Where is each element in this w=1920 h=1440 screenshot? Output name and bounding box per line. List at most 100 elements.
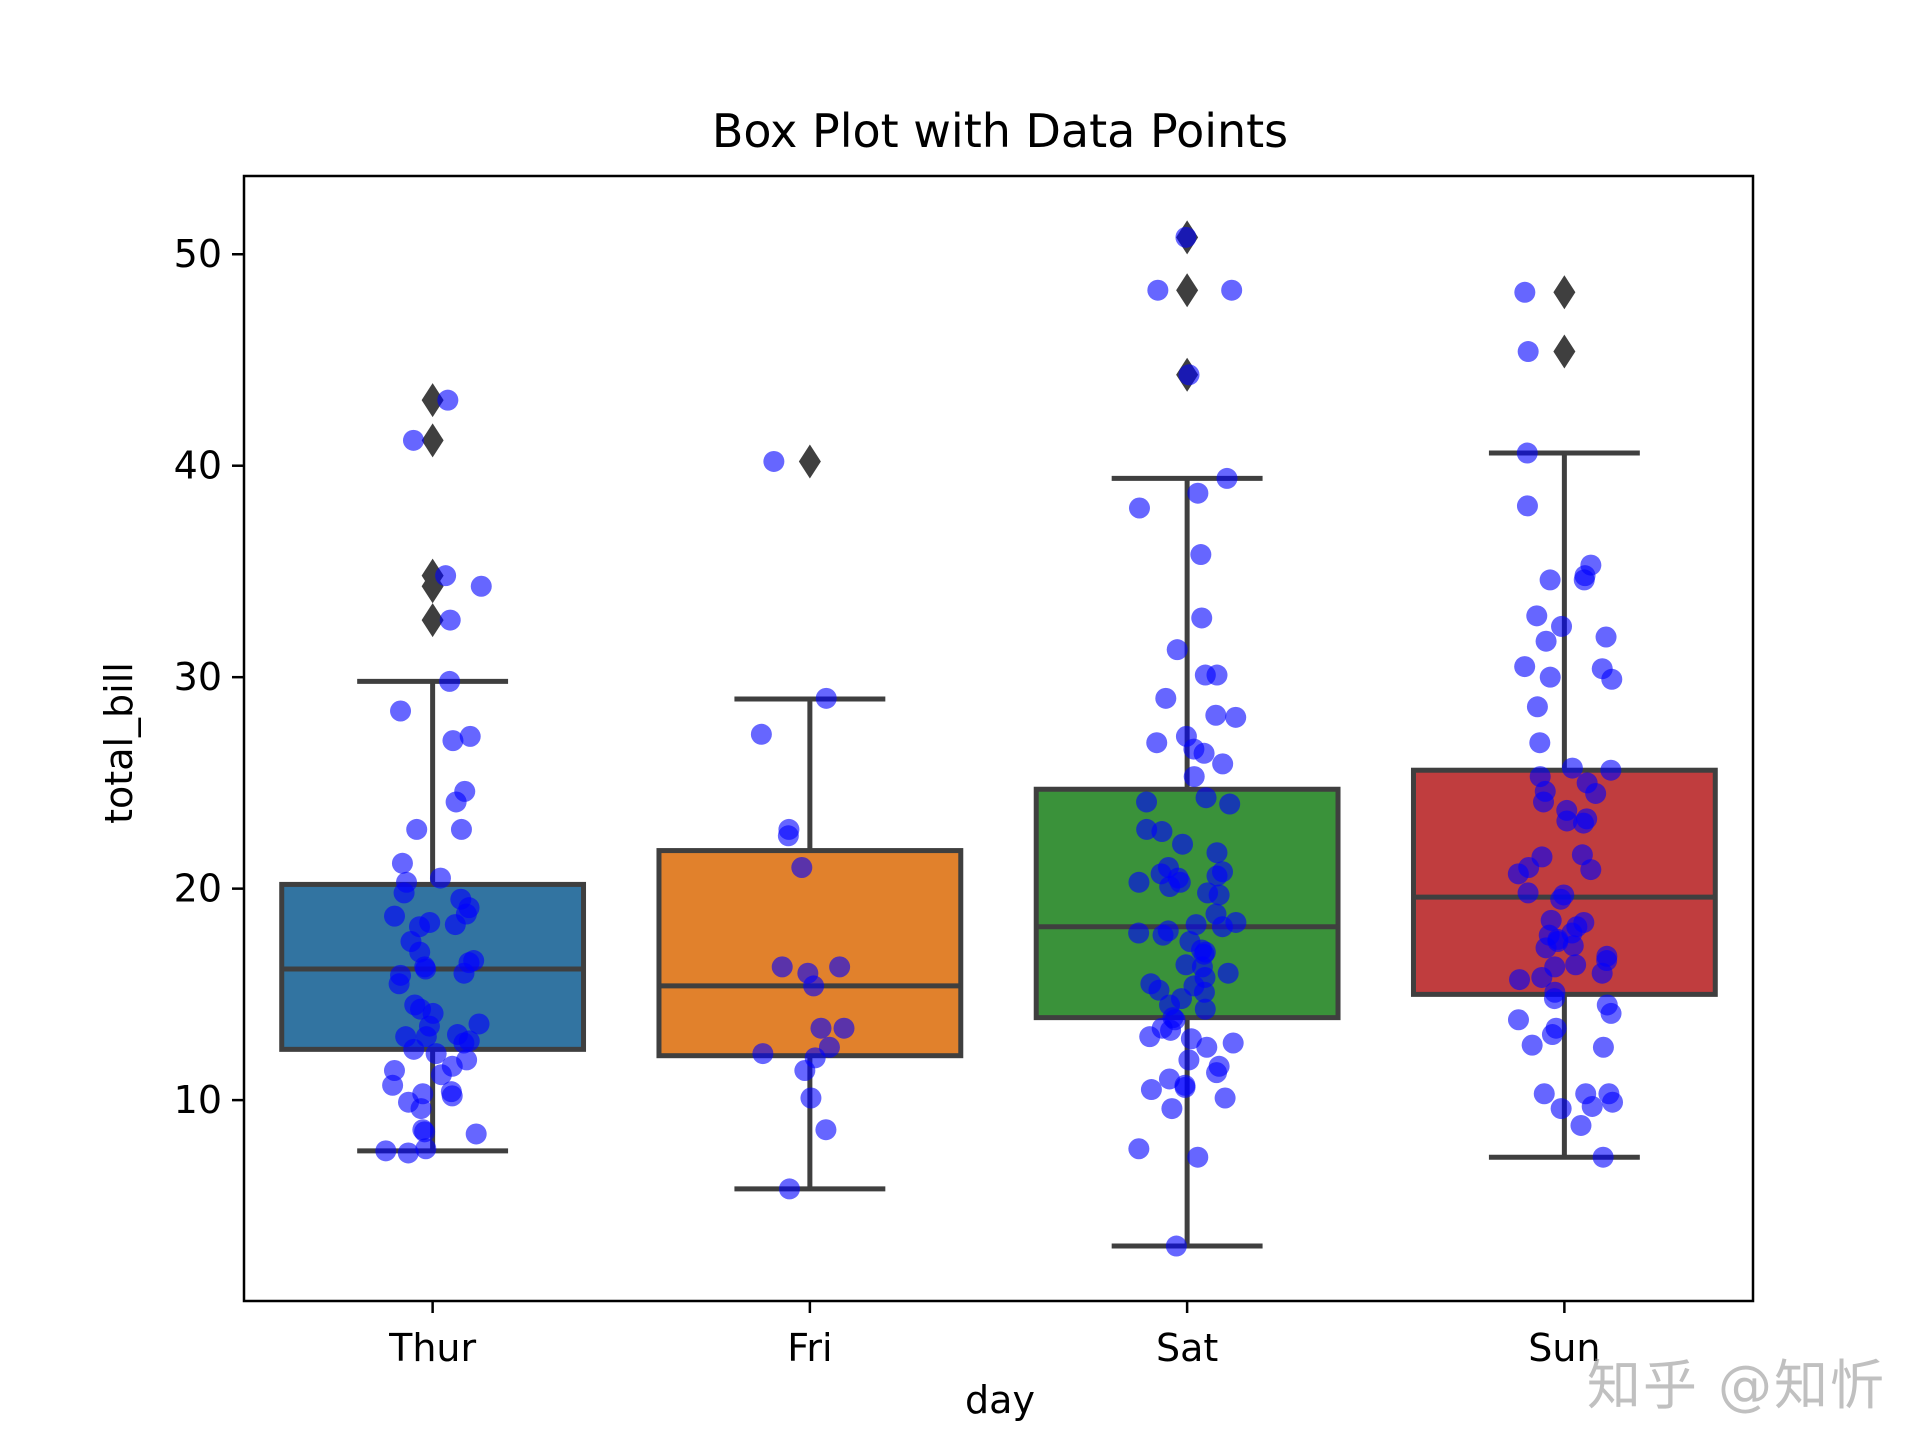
data-point [763,450,785,472]
data-point [415,958,437,980]
data-point [1211,916,1233,938]
data-point [1562,935,1584,957]
data-point [441,1085,463,1107]
data-point [1585,782,1607,804]
outlier-marker [1176,273,1199,308]
data-point [815,1119,837,1141]
data-point [375,1140,397,1162]
data-point [1516,495,1538,517]
data-point [810,1017,832,1039]
data-point [1516,442,1538,464]
x-tick-label: Thur [388,1326,476,1370]
data-point [397,1142,419,1164]
data-point [1161,1098,1183,1120]
box-fri [656,848,964,1059]
data-point [393,882,415,904]
data-point [1533,1083,1555,1105]
data-point [1601,668,1623,690]
y-tick-label: 50 [174,232,222,276]
data-point [1517,341,1539,363]
data-point [1550,1098,1572,1120]
data-point [390,700,412,722]
data-point [414,1121,436,1143]
data-point [1533,791,1555,813]
data-point [1517,882,1539,904]
y-tick-label: 40 [174,444,222,488]
data-point [1178,1049,1200,1071]
data-point [1193,742,1215,764]
data-point [1180,1028,1202,1050]
data-point [450,818,472,840]
data-point [453,962,475,984]
data-point [1602,1091,1624,1113]
data-point [384,905,406,927]
data-point [1196,1036,1218,1058]
data-point [1565,954,1587,976]
data-point [1155,687,1177,709]
data-point [1174,1076,1196,1098]
data-point [1550,888,1572,910]
data-point [1212,753,1234,775]
outlier-marker [421,603,444,638]
outlier-marker [1553,275,1576,310]
data-point [442,730,464,752]
points-fri [750,450,855,1200]
y-tick-label: 20 [174,867,222,911]
data-point [1194,664,1216,686]
data-point [1151,821,1173,843]
data-point [1514,656,1536,678]
points-thur [375,389,492,1164]
data-point [1193,981,1215,1003]
data-point [1541,1024,1563,1046]
data-point [439,609,461,631]
data-point [752,1043,774,1065]
data-point [1190,544,1212,566]
data-point [1128,1138,1150,1160]
data-point [1136,791,1158,813]
data-point [429,867,451,889]
data-point [1581,1095,1603,1117]
outlier-marker [798,444,821,479]
data-point [1221,279,1243,301]
data-point [815,687,837,709]
points-sun [1507,281,1624,1168]
data-point [1152,924,1174,946]
data-point [1139,1026,1161,1048]
data-point [1187,1146,1209,1168]
data-point [1214,1087,1236,1109]
data-point [1507,1009,1529,1031]
watermark: 知乎 @知忻 [1586,1354,1886,1417]
data-point [1206,865,1228,887]
data-point [1526,605,1548,627]
data-point [1531,966,1553,988]
data-point [1535,630,1557,652]
data-point [465,1123,487,1145]
data-point [1219,793,1241,815]
data-point [800,1087,822,1109]
box-group-fri [656,444,964,1192]
data-point [1526,696,1548,718]
y-tick-label: 10 [174,1078,222,1122]
data-point [1507,863,1529,885]
points-sat [1128,226,1247,1257]
data-point [794,1060,816,1082]
data-point [1539,666,1561,688]
data-point [1580,859,1602,881]
data-point [1166,639,1188,661]
data-point [459,725,481,747]
data-point [1206,842,1228,864]
data-point [1529,732,1551,754]
outlier-marker [421,558,444,593]
data-point [1191,607,1213,629]
data-point [1561,757,1583,779]
data-point [1140,1079,1162,1101]
y-tick-label: 30 [174,655,222,699]
data-point [1205,704,1227,726]
data-point [388,973,410,995]
data-point [1216,467,1238,489]
data-point [1535,937,1557,959]
x-tick-label: Sat [1156,1326,1218,1370]
data-point [1521,1034,1543,1056]
data-point [771,956,793,978]
